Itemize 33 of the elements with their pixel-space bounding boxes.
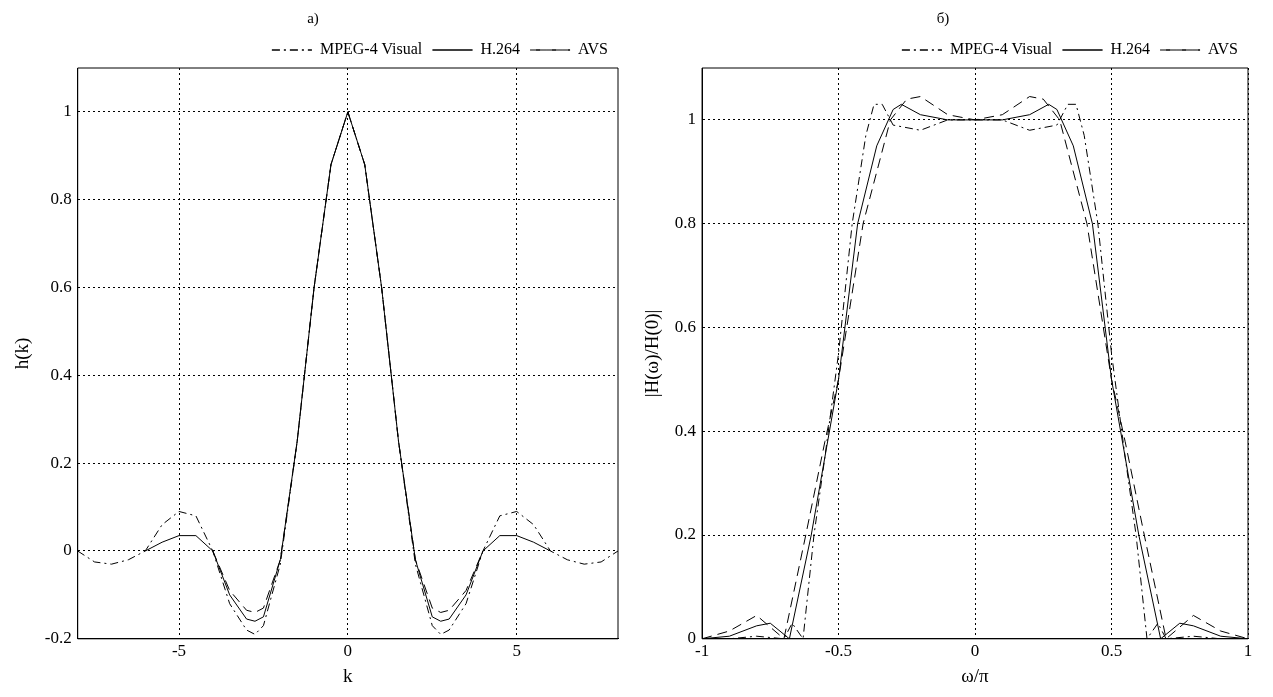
x-tick-label: 5 bbox=[512, 641, 521, 661]
y-tick-label: 1 bbox=[63, 101, 72, 121]
y-tick-label: 0.6 bbox=[674, 316, 697, 336]
x-tick-label: -0.5 bbox=[825, 641, 852, 661]
x-axis-title: k bbox=[343, 664, 354, 686]
y-tick-label: 0.2 bbox=[674, 524, 697, 544]
y-tick-label: 1 bbox=[687, 109, 697, 129]
y-tick-label: 0.2 bbox=[50, 452, 72, 472]
x-tick-label: 1 bbox=[1243, 641, 1253, 661]
x-tick-label: 0 bbox=[970, 641, 980, 661]
y-tick-label: 0.8 bbox=[50, 189, 72, 209]
legend-label: MPEG-4 Visual bbox=[319, 40, 423, 58]
legend-label: H.264 bbox=[1110, 40, 1151, 58]
y-tick-label: 0.8 bbox=[674, 213, 697, 233]
chart-title: б) bbox=[936, 9, 950, 27]
legend-label: H.264 bbox=[480, 40, 521, 58]
y-tick-label: 0 bbox=[687, 628, 697, 648]
y-tick-label: -0.2 bbox=[44, 628, 72, 648]
y-tick-label: 0 bbox=[63, 540, 72, 560]
legend-label: MPEG-4 Visual bbox=[949, 40, 1053, 58]
x-axis-title: ω/π bbox=[961, 664, 990, 686]
chart-title: a) bbox=[307, 9, 319, 27]
legend-label: AVS bbox=[1208, 40, 1239, 58]
y-axis-title: h(k) bbox=[11, 337, 34, 370]
x-tick-label: 0.5 bbox=[1100, 641, 1123, 661]
legend-label: AVS bbox=[578, 40, 609, 58]
x-tick-label: -5 bbox=[171, 641, 187, 661]
x-tick-label: -1 bbox=[694, 641, 710, 661]
y-tick-label: 0.4 bbox=[674, 420, 697, 440]
x-tick-label: 0 bbox=[343, 641, 353, 661]
y-tick-label: 0.4 bbox=[50, 364, 73, 384]
y-tick-label: 0.6 bbox=[50, 277, 72, 297]
y-axis-title: |H(ω)/H(0)| bbox=[641, 309, 664, 398]
